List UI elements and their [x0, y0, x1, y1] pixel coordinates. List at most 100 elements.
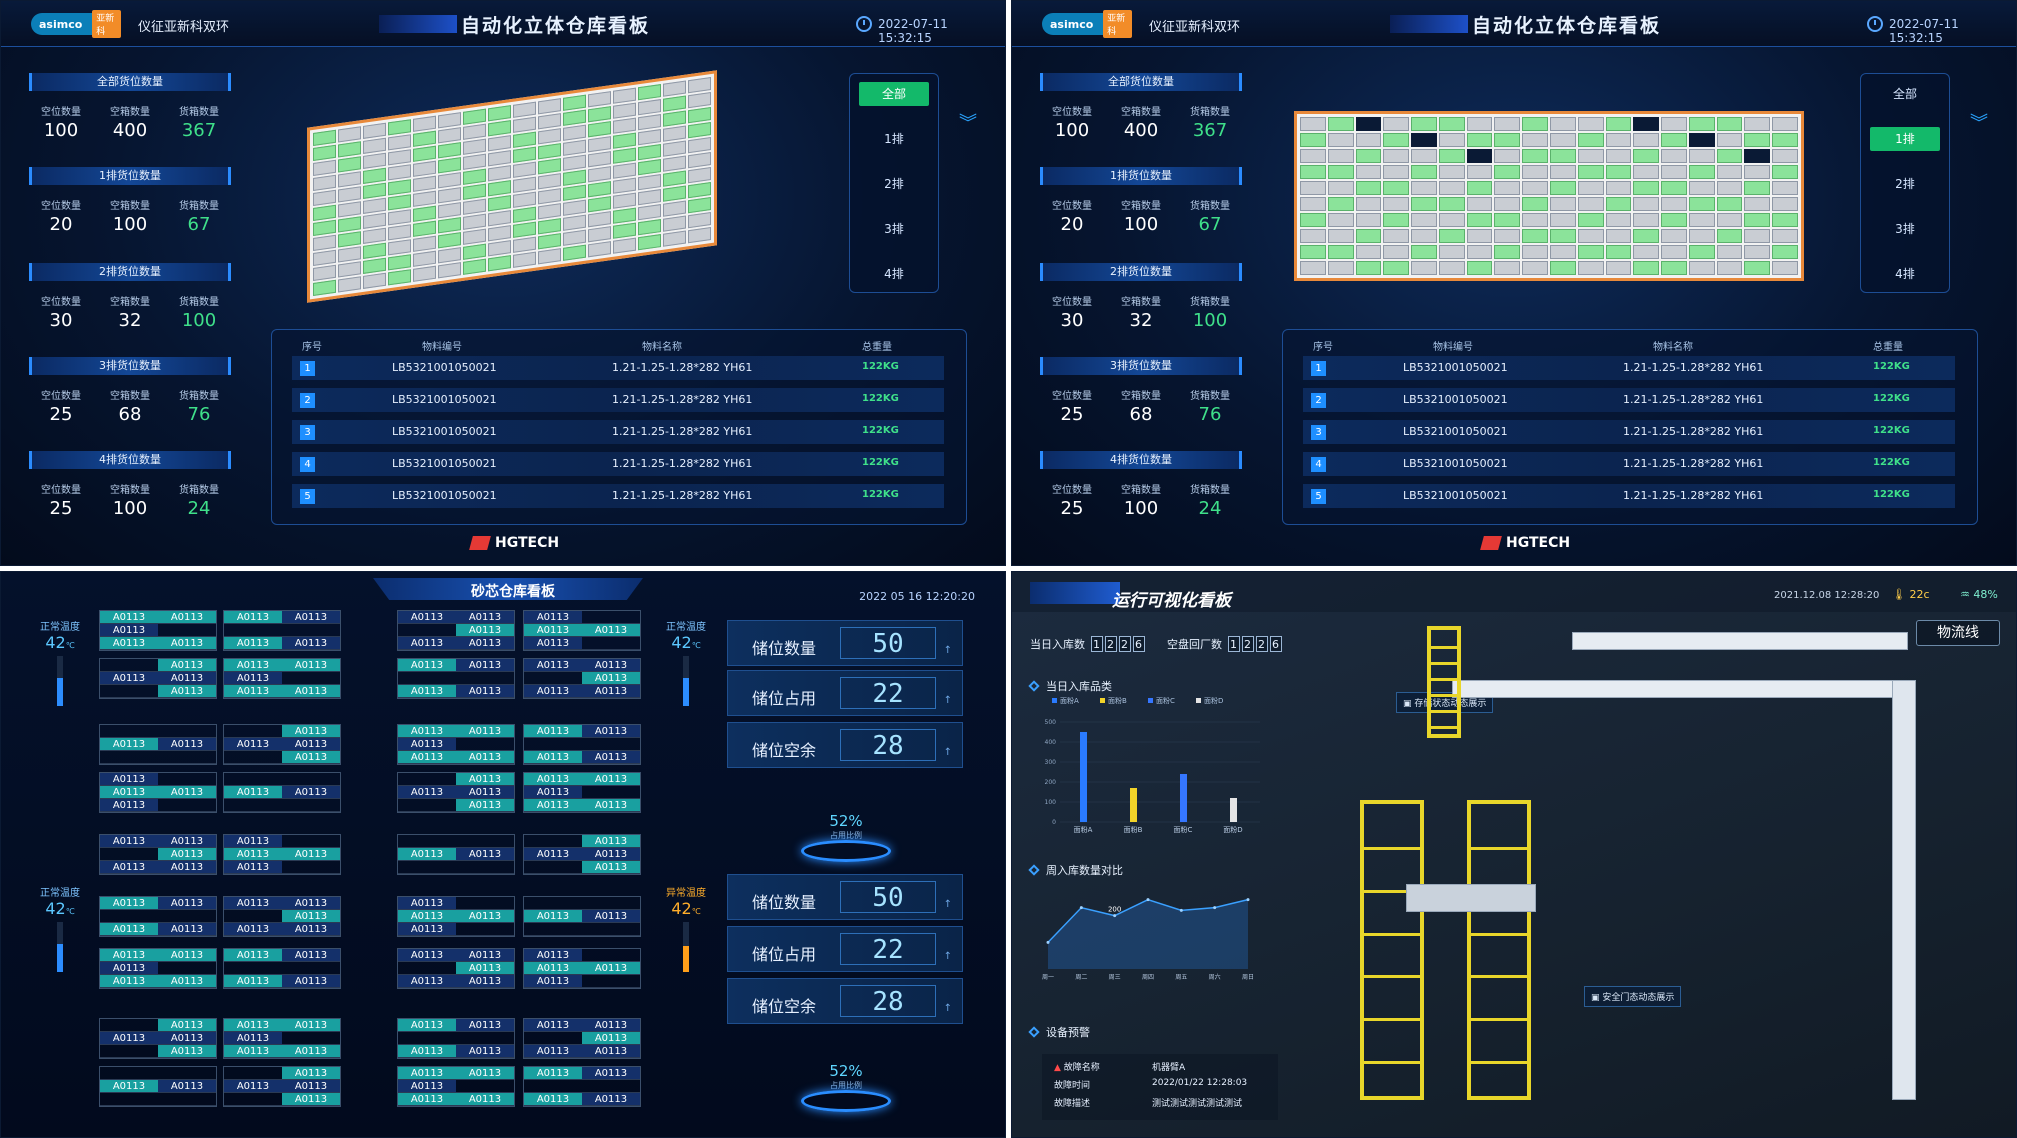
- stat-cell: 空位数量 100: [29, 103, 93, 141]
- rack-cell: [1605, 229, 1632, 243]
- stat-value: 100: [1123, 214, 1159, 235]
- storage-shelf[interactable]: A0113 A0113 A0113 A0113 A0113: [223, 1018, 341, 1059]
- slot-code: A0113: [524, 773, 582, 785]
- row-selector[interactable]: 全部 1排 2排 3排 4排: [1860, 73, 1950, 293]
- storage-shelf[interactable]: A0113 A0113 A0113 A0113: [223, 610, 341, 651]
- temperature-label: 异常温度: [666, 888, 706, 899]
- rack-cell: [488, 150, 511, 167]
- rack-cell: [1633, 229, 1660, 243]
- shelf-slot: A0113 A0113: [100, 835, 216, 848]
- slot-code: [456, 897, 514, 909]
- storage-shelf[interactable]: A0113 A0113 A0113 A0113 A0113: [99, 834, 217, 875]
- slot-code: A0113: [456, 624, 514, 636]
- slot-code: [582, 786, 640, 798]
- storage-shelf[interactable]: A0113 A0113 A0113 A0113: [523, 724, 641, 765]
- storage-shelf[interactable]: A0113 A0113 A0113 A0113 A0113: [397, 724, 515, 765]
- row-option-3[interactable]: 3排: [858, 217, 930, 254]
- slot-code: A0113: [456, 975, 514, 987]
- shelf-slot: [398, 835, 514, 848]
- storage-shelf[interactable]: A0113 A0113 A0113 A0113 A0113: [523, 1018, 641, 1059]
- storage-shelf[interactable]: A0113 A0113 A0113 A0113 A0113: [523, 772, 641, 813]
- kpi-value: 28: [840, 985, 936, 1017]
- chevron-down-icon[interactable]: ︾: [1970, 113, 1988, 134]
- storage-shelf[interactable]: A0113 A0113 A0113 A0113: [523, 948, 641, 989]
- logistics-line-button[interactable]: 物流线: [1916, 620, 2000, 646]
- table-row[interactable]: 2 LB5321001050021 1.21-1.25-1.28*282 YH61 1…: [292, 388, 944, 412]
- storage-shelf[interactable]: A0113 A0113 A0113 A0113 A0113: [223, 658, 341, 699]
- row-option-2[interactable]: 2排: [858, 172, 930, 209]
- stat-cell: 货箱数量 24: [167, 481, 231, 519]
- table-row[interactable]: 3 LB5321001050021 1.21-1.25-1.28*282 YH61 1…: [292, 420, 944, 444]
- shelf-slot: [100, 910, 216, 923]
- storage-shelf[interactable]: A0113 A0113 A0113 A0113: [223, 948, 341, 989]
- storage-shelf[interactable]: A0113 A0113 A0113 A0113: [99, 896, 217, 937]
- storage-shelf[interactable]: A0113 A0113 A0113 A0113 A0113: [523, 658, 641, 699]
- slot-code: A0113: [158, 786, 216, 798]
- rack-cell: [1688, 245, 1715, 259]
- storage-shelf[interactable]: A0113 A0113 A0113 A0113: [397, 772, 515, 813]
- row-option-1[interactable]: 1排: [858, 127, 930, 164]
- row-option-2[interactable]: 2排: [1869, 172, 1941, 209]
- row-option-4[interactable]: 4排: [858, 262, 930, 299]
- slot-code: A0113: [158, 1080, 216, 1092]
- row-option-4[interactable]: 4排: [1869, 262, 1941, 299]
- slot-code: A0113: [398, 1045, 456, 1057]
- slot-code: A0113: [524, 685, 582, 697]
- storage-shelf[interactable]: A0113 A0113 A0113 A0113 A0113: [223, 896, 341, 937]
- shelf-slot: A0113: [224, 910, 340, 923]
- safety-door-tag[interactable]: ▣ 安全门态动态展示: [1584, 986, 1682, 1007]
- storage-shelf[interactable]: A0113 A0113: [523, 896, 641, 937]
- storage-shelf[interactable]: A0113 A0113 A0113 A0113 A0113: [397, 610, 515, 651]
- storage-shelf[interactable]: A0113 A0113 A0113 A0113: [223, 724, 341, 765]
- row-option-1[interactable]: 1排: [1869, 127, 1941, 164]
- storage-shelf[interactable]: A0113 A0113 A0113 A0113: [397, 1018, 515, 1059]
- table-row[interactable]: 4 LB5321001050021 1.21-1.25-1.28*282 YH61 1…: [1303, 452, 1955, 476]
- shelf-slot: [398, 861, 514, 874]
- shelf-slot: A0113 A0113: [398, 1093, 514, 1106]
- slot-code: A0113: [524, 611, 582, 623]
- storage-shelf[interactable]: A0113 A0113: [397, 834, 515, 875]
- storage-shelf[interactable]: A0113 A0113 A0113 A0113: [99, 772, 217, 813]
- table-row[interactable]: 4 LB5321001050021 1.21-1.25-1.28*282 YH61 1…: [292, 452, 944, 476]
- rack-cell: [338, 126, 361, 143]
- table-header-3: 总重量: [1873, 342, 1903, 353]
- row-option-0[interactable]: 全部: [858, 82, 930, 119]
- storage-shelf[interactable]: A0113 A0113 A0113 A0113 A0113: [397, 1066, 515, 1107]
- storage-shelf[interactable]: A0113 A0113 A0113 A0113: [223, 834, 341, 875]
- storage-shelf[interactable]: A0113 A0113: [99, 724, 217, 765]
- rack-cell: [388, 254, 411, 271]
- table-row[interactable]: 3 LB5321001050021 1.21-1.25-1.28*282 YH61 1…: [1303, 420, 1955, 444]
- rack-cell: [1466, 133, 1493, 147]
- table-row[interactable]: 5 LB5321001050021 1.21-1.25-1.28*282 YH61 1…: [292, 484, 944, 508]
- chevron-down-icon[interactable]: ︾: [959, 113, 977, 134]
- table-row[interactable]: 5 LB5321001050021 1.21-1.25-1.28*282 YH61 1…: [1303, 484, 1955, 508]
- data-point: [1046, 940, 1050, 944]
- storage-shelf[interactable]: A0113 A0113 A0113 A0113 A0113: [397, 948, 515, 989]
- storage-shelf[interactable]: A0113 A0113 A0113 A0113 A0113: [99, 948, 217, 989]
- table-row[interactable]: 1 LB5321001050021 1.21-1.25-1.28*282 YH61 1…: [1303, 356, 1955, 380]
- stat-value: 24: [187, 498, 211, 519]
- table-row[interactable]: 2 LB5321001050021 1.21-1.25-1.28*282 YH61 1…: [1303, 388, 1955, 412]
- storage-shelf[interactable]: A0113 A0113 A0113 A0113: [523, 610, 641, 651]
- rack-cell: [538, 173, 561, 190]
- storage-shelf[interactable]: A0113 A0113 A0113 A0113: [99, 1018, 217, 1059]
- storage-shelf[interactable]: A0113 A0113 A0113 A0113: [523, 834, 641, 875]
- table-row[interactable]: 1 LB5321001050021 1.21-1.25-1.28*282 YH61 1…: [292, 356, 944, 380]
- storage-shelf[interactable]: A0113 A0113: [99, 1066, 217, 1107]
- row-option-0[interactable]: 全部: [1869, 82, 1941, 119]
- storage-shelf[interactable]: A0113 A0113 A0113 A0113 A0113: [99, 610, 217, 651]
- storage-shelf[interactable]: A0113 A0113 A0113 A0113: [99, 658, 217, 699]
- rack-cell: [1744, 165, 1771, 179]
- slot-code: A0113: [456, 786, 514, 798]
- row-selector[interactable]: 全部 1排 2排 3排 4排: [849, 73, 939, 293]
- storage-shelf[interactable]: A0113 A0113: [223, 772, 341, 813]
- rack-cell: [1716, 197, 1743, 211]
- row-option-3[interactable]: 3排: [1869, 217, 1941, 254]
- slot-code: A0113: [456, 910, 514, 922]
- storage-shelf[interactable]: A0113 A0113 A0113 A0113: [397, 658, 515, 699]
- storage-shelf[interactable]: A0113 A0113 A0113 A0113: [223, 1066, 341, 1107]
- storage-shelf[interactable]: A0113 A0113 A0113 A0113: [397, 896, 515, 937]
- datetime: 2022-07-11 15:32:15: [878, 17, 948, 45]
- shelf-slot: A0113: [398, 897, 514, 910]
- storage-shelf[interactable]: A0113 A0113 A0113 A0113: [523, 1066, 641, 1107]
